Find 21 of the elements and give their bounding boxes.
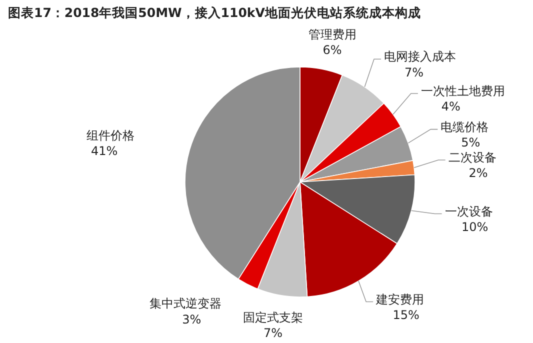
data-label: 4% (441, 100, 460, 114)
chart-title: 图表17：2018年我国50MW，接入110kV地面光伏电站系统成本构成 (8, 5, 421, 20)
slice-label: 一次设备 (444, 204, 493, 218)
data-label: 15% (392, 308, 420, 322)
slice-label: 建安费用 (375, 292, 424, 306)
slice-label: 集中式逆变器 (150, 296, 222, 311)
data-label: 2% (468, 166, 488, 180)
data-label: 3% (182, 312, 202, 326)
slice-label: 固定式支架 (243, 310, 304, 325)
slice-label: 管理费用 (308, 27, 356, 42)
slice-label: 组件价格 (86, 128, 134, 142)
data-label: 6% (322, 42, 342, 57)
slice-label: 电网接入成本 (384, 50, 456, 64)
slice-label: 一次性土地费用 (420, 84, 505, 98)
data-label: 5% (461, 136, 480, 150)
data-label: 7% (404, 65, 424, 80)
slice-label: 二次设备 (448, 150, 496, 165)
slice-label: 电缆价格 (440, 120, 489, 134)
data-label: 41% (91, 144, 118, 158)
data-label: 7% (263, 326, 283, 340)
data-label: 10% (461, 220, 488, 234)
